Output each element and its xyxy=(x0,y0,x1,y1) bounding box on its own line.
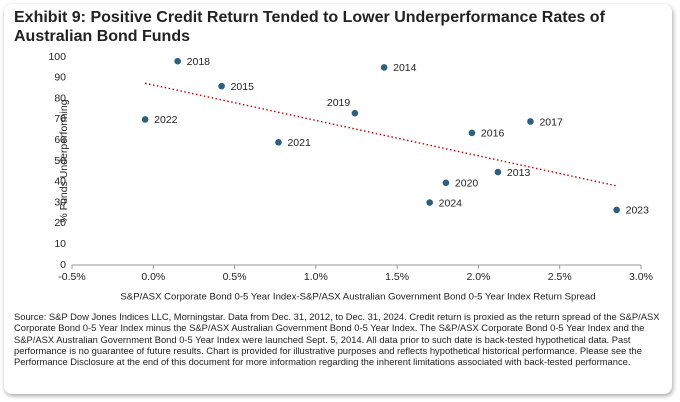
x-tick-label: 1.5% xyxy=(385,271,409,283)
point-label: 2013 xyxy=(507,167,531,179)
x-tick-label: 2.5% xyxy=(548,271,572,283)
point xyxy=(174,57,181,65)
y-tick-label: 90 xyxy=(54,72,66,84)
point-label: 2017 xyxy=(539,116,563,128)
point-label: 2020 xyxy=(455,178,479,190)
x-tick-label: 3.0% xyxy=(629,271,653,283)
point-label: 2015 xyxy=(231,81,255,93)
x-tick-label: 2.0% xyxy=(466,271,490,283)
point-label: 2023 xyxy=(626,205,650,217)
point-label: 2016 xyxy=(481,128,505,140)
y-tick-label: 100 xyxy=(48,51,66,63)
y-tick-label: 30 xyxy=(54,196,66,208)
y-tick-label: 20 xyxy=(54,217,66,229)
point xyxy=(141,116,149,123)
point xyxy=(494,168,502,176)
trendline xyxy=(145,82,617,187)
point-label: 2019 xyxy=(327,97,351,109)
point xyxy=(442,179,450,187)
chart-title: Exhibit 9: Positive Credit Return Tended… xyxy=(14,9,605,45)
point xyxy=(380,64,388,71)
point xyxy=(613,206,620,214)
y-tick-label: 40 xyxy=(54,176,66,188)
point-label: 2021 xyxy=(287,137,311,149)
x-tick-label: 1.0% xyxy=(304,271,328,283)
point xyxy=(218,82,225,90)
point xyxy=(275,138,282,146)
y-tick-label: 60 xyxy=(54,134,66,146)
card xyxy=(4,4,672,394)
point xyxy=(468,129,476,137)
y-tick-label: 50 xyxy=(54,155,66,167)
y-tick-label: 70 xyxy=(54,113,66,125)
point xyxy=(351,109,359,117)
x-tick-label: -0.5% xyxy=(58,271,85,283)
point xyxy=(426,199,433,206)
point-label: 2018 xyxy=(187,56,211,68)
y-tick-label: 0 xyxy=(60,259,66,271)
point xyxy=(527,118,534,125)
point-label: 2014 xyxy=(393,62,417,74)
point-label: 2024 xyxy=(439,197,463,209)
y-tick-label: 80 xyxy=(54,92,66,104)
x-tick-label: 0.5% xyxy=(223,271,247,283)
y-axis-label: % Funds Underperforming xyxy=(58,99,70,222)
source-note: Source: S&P Dow Jones Indices LLC, Morni… xyxy=(14,311,660,368)
point-label: 2022 xyxy=(154,114,178,126)
x-axis-label: S&P/ASX Corporate Bond 0-5 Year Index-S&… xyxy=(120,292,595,303)
x-tick-label: 0.0% xyxy=(141,271,165,283)
y-tick-label: 10 xyxy=(54,238,66,250)
